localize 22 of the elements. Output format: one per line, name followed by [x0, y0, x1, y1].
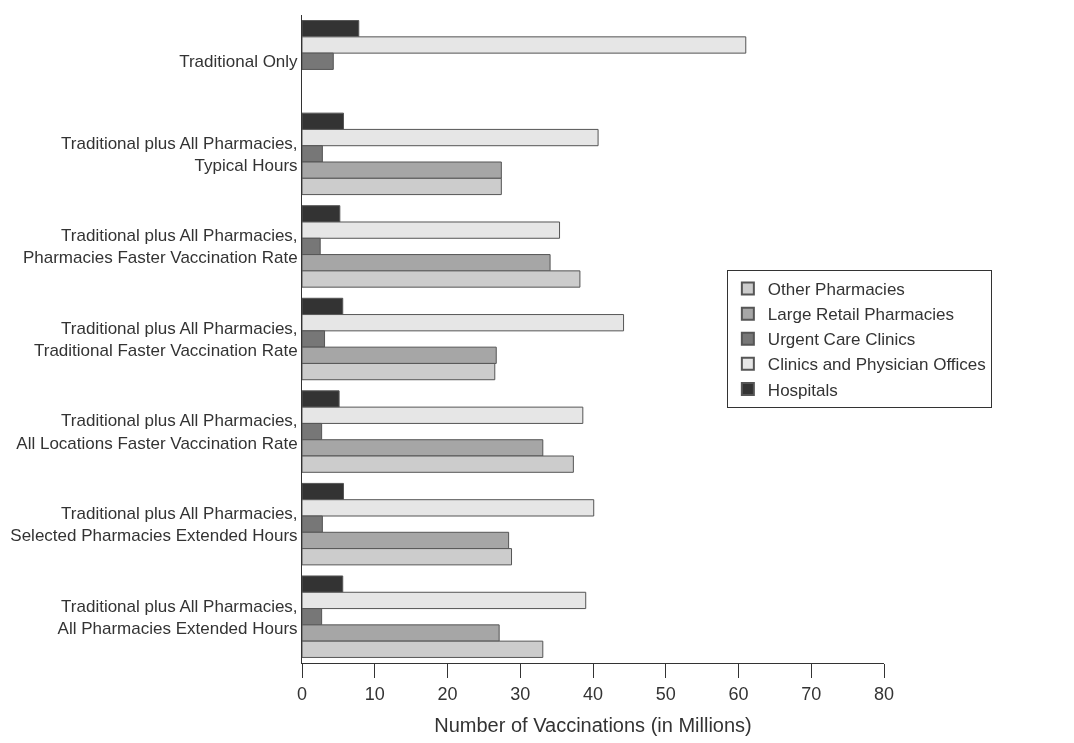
x-tick-label: 10 — [364, 683, 385, 704]
y-tick-label: Traditional plus All Pharmacies, Selected Pharmacies Extended Hours — [10, 504, 298, 546]
x-tick-label: 60 — [728, 683, 749, 704]
legend-label: Large Retail Pharmacies — [767, 305, 955, 325]
y-tick-label: Traditional plus All Pharmacies, Typical Hours — [61, 133, 298, 175]
x-tick-label: 40 — [582, 683, 604, 704]
y-tick-label: Traditional plus All Pharmacies, All Locations Faster Vaccination Rate — [16, 411, 298, 453]
y-tick-label: Traditional plus All Pharmacies, Traditional Faster Vaccination Rate — [33, 318, 298, 360]
x-tick-label: 70 — [801, 683, 822, 704]
x-tick-label: 20 — [437, 683, 458, 704]
y-tick-label: Traditional plus All Pharmacies, All Pharmacies Extended Hours — [57, 596, 298, 638]
x-axis-title: Number of Vaccinations (in Millions) — [434, 714, 752, 737]
legend-label: Urgent Care Clinics — [767, 330, 916, 350]
y-tick-label: Traditional Only — [179, 52, 299, 72]
y-tick-label: Traditional plus All Pharmacies, Pharmacies Faster Vaccination Rate — [22, 226, 298, 268]
x-tick-label: 0 — [296, 683, 308, 704]
legend-label: Other Pharmacies — [767, 280, 905, 300]
x-tick-label: 30 — [510, 683, 531, 704]
x-tick-label: 80 — [873, 683, 895, 704]
x-tick-label: 50 — [655, 683, 676, 704]
legend-label: Hospitals — [767, 380, 838, 400]
legend-label: Clinics and Physician Offices — [767, 355, 986, 375]
